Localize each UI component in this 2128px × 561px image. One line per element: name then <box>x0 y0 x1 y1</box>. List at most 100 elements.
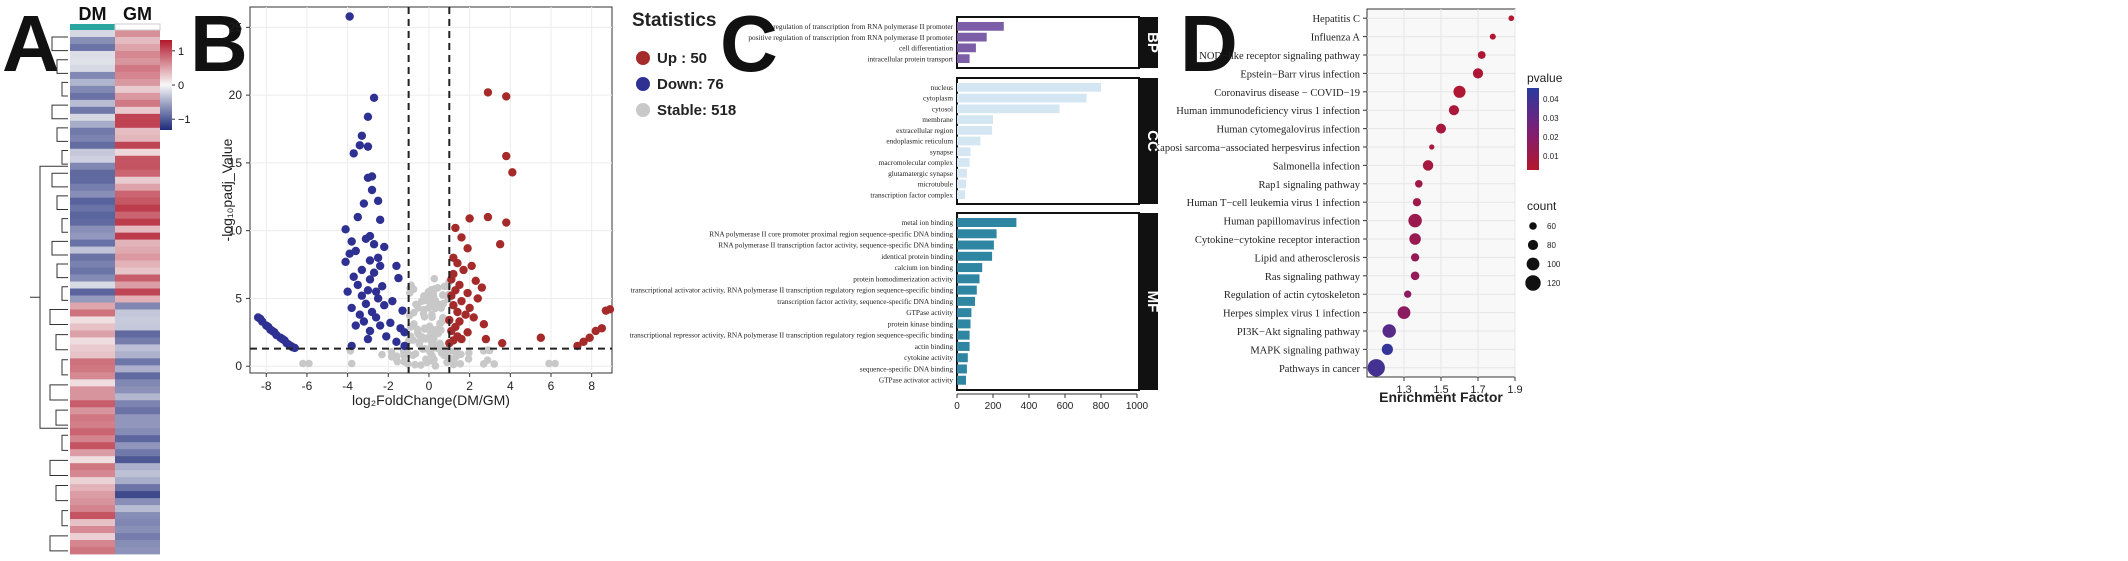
down-point <box>359 199 369 208</box>
go-term-label: membrane <box>922 115 953 124</box>
column-annotation-gm <box>114 23 161 31</box>
up-point <box>481 334 491 344</box>
heatmap-cell-gm <box>115 71 160 80</box>
pathway-bubble <box>1408 213 1422 228</box>
x-tick-label: 8 <box>588 379 595 393</box>
down-point <box>382 332 391 341</box>
x-tick-label: 0 <box>954 401 960 412</box>
count-legend-label: 100 <box>1547 260 1561 269</box>
legend-tick-label: 0 <box>178 80 184 92</box>
heatmap-cell-dm <box>70 414 115 422</box>
heatmap-cell-dm <box>70 470 115 478</box>
y-axis-label: -log₁₀padj_Value <box>219 138 235 241</box>
stable-point <box>551 359 559 368</box>
heatmap-cell-dm <box>70 71 115 80</box>
stable-point <box>428 310 436 319</box>
pathway-bubble <box>1397 306 1411 319</box>
heatmap-cell-gm <box>115 204 160 213</box>
heatmap-cell-gm <box>115 526 160 534</box>
up-point <box>451 223 460 233</box>
go-bar <box>957 43 976 53</box>
heatmap-cell-dm <box>70 288 115 296</box>
up-point <box>579 337 588 347</box>
up-point <box>471 276 480 286</box>
stable-point <box>490 360 499 368</box>
heatmap-cell-gm <box>115 456 160 464</box>
legend-label-down: Down: 76 <box>657 76 724 93</box>
stable-point <box>452 351 461 360</box>
heatmap-cell-gm <box>115 519 160 527</box>
go-term-label: macromolecular complex <box>879 158 954 167</box>
heatmap-cell-gm <box>115 134 160 143</box>
up-point <box>536 333 546 342</box>
stable-point <box>413 325 422 334</box>
stable-point <box>545 359 553 368</box>
down-point <box>347 303 356 313</box>
stable-point <box>423 358 431 367</box>
go-bar <box>957 32 987 42</box>
down-point <box>341 225 350 234</box>
pathway-label: Influenza A <box>1311 33 1361 44</box>
stable-point <box>435 300 444 309</box>
heatmap-cell-gm <box>115 43 160 52</box>
down-point <box>363 112 373 122</box>
go-bar <box>957 296 975 306</box>
heatmap-cell-dm <box>70 484 115 492</box>
down-point <box>377 282 387 291</box>
heatmap-cell-dm <box>70 330 115 338</box>
heatmap-cell-dm <box>70 85 115 94</box>
heatmap-cell-dm <box>70 281 115 289</box>
heatmap-cell-gm <box>115 260 160 268</box>
heatmap-cell-dm <box>70 309 115 317</box>
heatmap-cell-dm <box>70 232 115 240</box>
heatmap-cell-dm <box>70 351 115 359</box>
heatmap-cell-gm <box>115 155 160 164</box>
up-point <box>465 303 474 313</box>
stable-point <box>440 282 449 291</box>
x-axis-label: log₂FoldChange(DM/GM) <box>352 392 510 408</box>
pathway-label: MAPK signaling pathway <box>1250 345 1360 356</box>
heatmap-color-legend-bar <box>160 40 172 130</box>
go-term-label: endoplasmic reticulum <box>886 137 953 146</box>
legend-tick-label: −1 <box>178 114 191 126</box>
down-point <box>345 12 354 21</box>
x-tick-label: -8 <box>261 379 272 393</box>
down-point <box>392 337 401 347</box>
down-point <box>357 131 367 140</box>
go-bar <box>957 54 970 63</box>
count-legend-label: 80 <box>1547 241 1556 250</box>
heatmap-cell-gm <box>115 442 160 450</box>
heatmap-cell-dm <box>70 421 115 429</box>
go-bar <box>957 375 966 385</box>
stable-point <box>431 284 439 293</box>
go-term-label: cell differentiation <box>899 44 953 53</box>
up-point <box>449 301 458 310</box>
heatmap-cell-dm <box>70 239 115 247</box>
go-bar <box>957 125 993 135</box>
x-tick-label: 1.9 <box>1507 384 1522 396</box>
heatmap-cell-gm <box>115 323 160 331</box>
y-tick-label: 15 <box>229 156 243 170</box>
down-point <box>375 215 385 225</box>
count-legend-label: 60 <box>1547 222 1556 231</box>
down-point <box>371 287 381 296</box>
go-category-strip-bp <box>1139 17 1158 68</box>
down-point <box>284 340 293 349</box>
go-bar <box>957 93 1087 103</box>
heatmap-cell-dm <box>70 155 115 164</box>
go-term-label: nucleus <box>931 83 953 92</box>
stable-point <box>465 349 473 357</box>
stable-point <box>424 290 433 298</box>
up-point <box>597 324 607 333</box>
pathway-bubble <box>1404 290 1412 298</box>
stable-point <box>430 355 438 364</box>
down-point <box>363 286 373 295</box>
go-category-strip-mf <box>1139 213 1158 390</box>
pathway-label: Salmonella infection <box>1273 161 1361 172</box>
stable-point <box>400 357 408 366</box>
stable-point <box>456 360 465 368</box>
heatmap-cell-dm <box>70 323 115 331</box>
go-bar <box>957 190 966 199</box>
heatmap-cell-gm <box>115 379 160 387</box>
pathway-bubble <box>1410 253 1420 262</box>
